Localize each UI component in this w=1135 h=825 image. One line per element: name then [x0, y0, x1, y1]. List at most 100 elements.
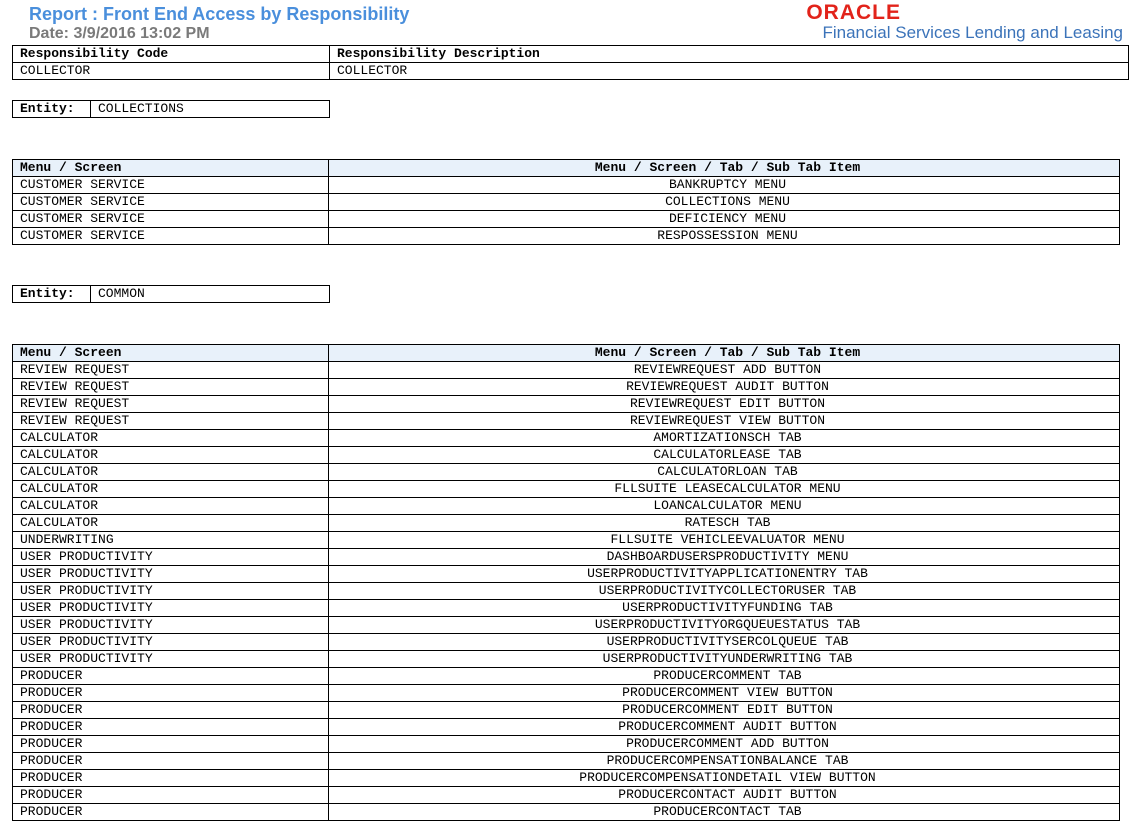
table-row: REVIEW REQUEST REVIEWREQUEST ADD BUTTON	[12, 361, 1120, 379]
menu-item-cell: PRODUCERCOMMENT VIEW BUTTON	[328, 684, 1120, 702]
oracle-logo: ORACLE Financial Services Lending and Le…	[806, 2, 1123, 42]
menu-item-cell: PRODUCERCOMMENT ADD BUTTON	[328, 735, 1120, 753]
menu-item-cell: DEFICIENCY MENU	[328, 210, 1120, 228]
table-row: USER PRODUCTIVITY USERPRODUCTIVITYSERCOLQ…	[12, 633, 1120, 651]
menu-item-cell: USERPRODUCTIVITYORGQUEUESTATUS TAB	[328, 616, 1120, 634]
table-row: CALCULATOR CALCULATORLEASE TAB	[12, 446, 1120, 464]
menu-screen-cell: PRODUCER	[12, 786, 329, 804]
menu-item-cell: USERPRODUCTIVITYUNDERWRITING TAB	[328, 650, 1120, 668]
entity-row: Entity: COLLECTIONS	[12, 100, 330, 118]
entity-row: Entity: COMMON	[12, 285, 330, 303]
responsibility-header-row: Responsibility Code Responsibility Descr…	[12, 45, 1129, 63]
table-row: USER PRODUCTIVITY USERPRODUCTIVITYORGQUEU…	[12, 616, 1120, 634]
table-row: USER PRODUCTIVITY USERPRODUCTIVITYAPPLICA…	[12, 565, 1120, 583]
table-row: CUSTOMER SERVICE RESPOSSESSION MENU	[12, 227, 1120, 245]
menu-screen-cell: REVIEW REQUEST	[12, 395, 329, 413]
menu-screen-cell: USER PRODUCTIVITY	[12, 548, 329, 566]
menu-screen-cell: USER PRODUCTIVITY	[12, 565, 329, 583]
entity-name: COMMON	[90, 285, 330, 303]
menu-screen-cell: CALCULATOR	[12, 463, 329, 481]
menu-screen-cell: PRODUCER	[12, 684, 329, 702]
table-row: CALCULATOR AMORTIZATIONSCH TAB	[12, 429, 1120, 447]
menu-item-cell: DASHBOARDUSERSPRODUCTIVITY MENU	[328, 548, 1120, 566]
menu-screen-cell: CUSTOMER SERVICE	[12, 176, 329, 194]
col-menu-screen: Menu / Screen	[12, 344, 329, 362]
table-row: PRODUCER PRODUCERCOMPENSATIONDETAIL VIEW …	[12, 769, 1120, 787]
table-row: CALCULATOR LOANCALCULATOR MENU	[12, 497, 1120, 515]
menu-table: Menu / Screen Menu / Screen / Tab / Sub T…	[12, 159, 1120, 245]
menu-item-cell: PRODUCERCOMPENSATIONDETAIL VIEW BUTTON	[328, 769, 1120, 787]
menu-item-cell: REVIEWREQUEST AUDIT BUTTON	[328, 378, 1120, 396]
menu-screen-cell: CUSTOMER SERVICE	[12, 193, 329, 211]
menu-item-cell: PRODUCERCOMPENSATIONBALANCE TAB	[328, 752, 1120, 770]
menu-screen-cell: USER PRODUCTIVITY	[12, 599, 329, 617]
col-responsibility-description: Responsibility Description	[329, 45, 1129, 63]
responsibility-description: COLLECTOR	[329, 62, 1129, 80]
table-row: CUSTOMER SERVICE DEFICIENCY MENU	[12, 210, 1120, 228]
menu-item-cell: REVIEWREQUEST ADD BUTTON	[328, 361, 1120, 379]
col-menu-item: Menu / Screen / Tab / Sub Tab Item	[328, 159, 1120, 177]
logo-subtitle: Financial Services Lending and Leasing	[822, 23, 1123, 42]
table-row: USER PRODUCTIVITY USERPRODUCTIVITYFUNDING…	[12, 599, 1120, 617]
table-row: PRODUCER PRODUCERCOMMENT EDIT BUTTON	[12, 701, 1120, 719]
menu-screen-cell: UNDERWRITING	[12, 531, 329, 549]
table-row: PRODUCER PRODUCERCOMPENSATIONBALANCE TAB	[12, 752, 1120, 770]
menu-screen-cell: USER PRODUCTIVITY	[12, 650, 329, 668]
responsibility-code: COLLECTOR	[12, 62, 330, 80]
table-row: USER PRODUCTIVITY DASHBOARDUSERSPRODUCTIV…	[12, 548, 1120, 566]
menu-item-cell: AMORTIZATIONSCH TAB	[328, 429, 1120, 447]
menu-table-header: Menu / Screen Menu / Screen / Tab / Sub T…	[12, 159, 1120, 177]
table-row: REVIEW REQUEST REVIEWREQUEST VIEW BUTTON	[12, 412, 1120, 430]
menu-screen-cell: CALCULATOR	[12, 446, 329, 464]
report-title: Report : Front End Access by Responsibil…	[29, 4, 410, 24]
menu-screen-cell: CALCULATOR	[12, 429, 329, 447]
entity-box: Entity: COMMON	[12, 285, 330, 303]
col-menu-screen: Menu / Screen	[12, 159, 329, 177]
entity-label: Entity:	[12, 285, 91, 303]
menu-item-cell: CALCULATORLOAN TAB	[328, 463, 1120, 481]
menu-screen-cell: CUSTOMER SERVICE	[12, 227, 329, 245]
entity-name: COLLECTIONS	[90, 100, 330, 118]
menu-item-cell: CALCULATORLEASE TAB	[328, 446, 1120, 464]
menu-item-cell: USERPRODUCTIVITYSERCOLQUEUE TAB	[328, 633, 1120, 651]
menu-item-cell: FLLSUITE LEASECALCULATOR MENU	[328, 480, 1120, 498]
table-row: UNDERWRITING FLLSUITE VEHICLEEVALUATOR ME…	[12, 531, 1120, 549]
menu-item-cell: USERPRODUCTIVITYCOLLECTORUSER TAB	[328, 582, 1120, 600]
menu-screen-cell: PRODUCER	[12, 718, 329, 736]
menu-screen-cell: PRODUCER	[12, 803, 329, 821]
menu-screen-cell: CALCULATOR	[12, 497, 329, 515]
table-row: CUSTOMER SERVICE BANKRUPTCY MENU	[12, 176, 1120, 194]
table-row: PRODUCER PRODUCERCONTACT AUDIT BUTTON	[12, 786, 1120, 804]
menu-item-cell: USERPRODUCTIVITYFUNDING TAB	[328, 599, 1120, 617]
menu-screen-cell: USER PRODUCTIVITY	[12, 633, 329, 651]
menu-screen-cell: CALCULATOR	[12, 514, 329, 532]
table-row: CALCULATOR FLLSUITE LEASECALCULATOR MENU	[12, 480, 1120, 498]
menu-item-cell: COLLECTIONS MENU	[328, 193, 1120, 211]
table-row: CUSTOMER SERVICE COLLECTIONS MENU	[12, 193, 1120, 211]
menu-item-cell: USERPRODUCTIVITYAPPLICATIONENTRY TAB	[328, 565, 1120, 583]
menu-screen-cell: REVIEW REQUEST	[12, 378, 329, 396]
menu-item-cell: RATESCH TAB	[328, 514, 1120, 532]
menu-screen-cell: CUSTOMER SERVICE	[12, 210, 329, 228]
menu-table: Menu / Screen Menu / Screen / Tab / Sub T…	[12, 344, 1120, 821]
table-row: USER PRODUCTIVITY USERPRODUCTIVITYCOLLECT…	[12, 582, 1120, 600]
menu-screen-cell: REVIEW REQUEST	[12, 361, 329, 379]
table-row: PRODUCER PRODUCERCOMMENT AUDIT BUTTON	[12, 718, 1120, 736]
menu-item-cell: PRODUCERCONTACT AUDIT BUTTON	[328, 786, 1120, 804]
table-row: PRODUCER PRODUCERCOMMENT ADD BUTTON	[12, 735, 1120, 753]
menu-item-cell: BANKRUPTCY MENU	[328, 176, 1120, 194]
table-row: USER PRODUCTIVITY USERPRODUCTIVITYUNDERWR…	[12, 650, 1120, 668]
menu-screen-cell: PRODUCER	[12, 667, 329, 685]
col-responsibility-code: Responsibility Code	[12, 45, 330, 63]
col-menu-item: Menu / Screen / Tab / Sub Tab Item	[328, 344, 1120, 362]
responsibility-table: Responsibility Code Responsibility Descr…	[12, 45, 1129, 80]
menu-screen-cell: CALCULATOR	[12, 480, 329, 498]
entity-label: Entity:	[12, 100, 91, 118]
menu-item-cell: FLLSUITE VEHICLEEVALUATOR MENU	[328, 531, 1120, 549]
table-row: PRODUCER PRODUCERCOMMENT VIEW BUTTON	[12, 684, 1120, 702]
menu-item-cell: REVIEWREQUEST VIEW BUTTON	[328, 412, 1120, 430]
table-row: CALCULATOR CALCULATORLOAN TAB	[12, 463, 1120, 481]
menu-table-header: Menu / Screen Menu / Screen / Tab / Sub T…	[12, 344, 1120, 362]
menu-item-cell: PRODUCERCOMMENT EDIT BUTTON	[328, 701, 1120, 719]
table-row: CALCULATOR RATESCH TAB	[12, 514, 1120, 532]
